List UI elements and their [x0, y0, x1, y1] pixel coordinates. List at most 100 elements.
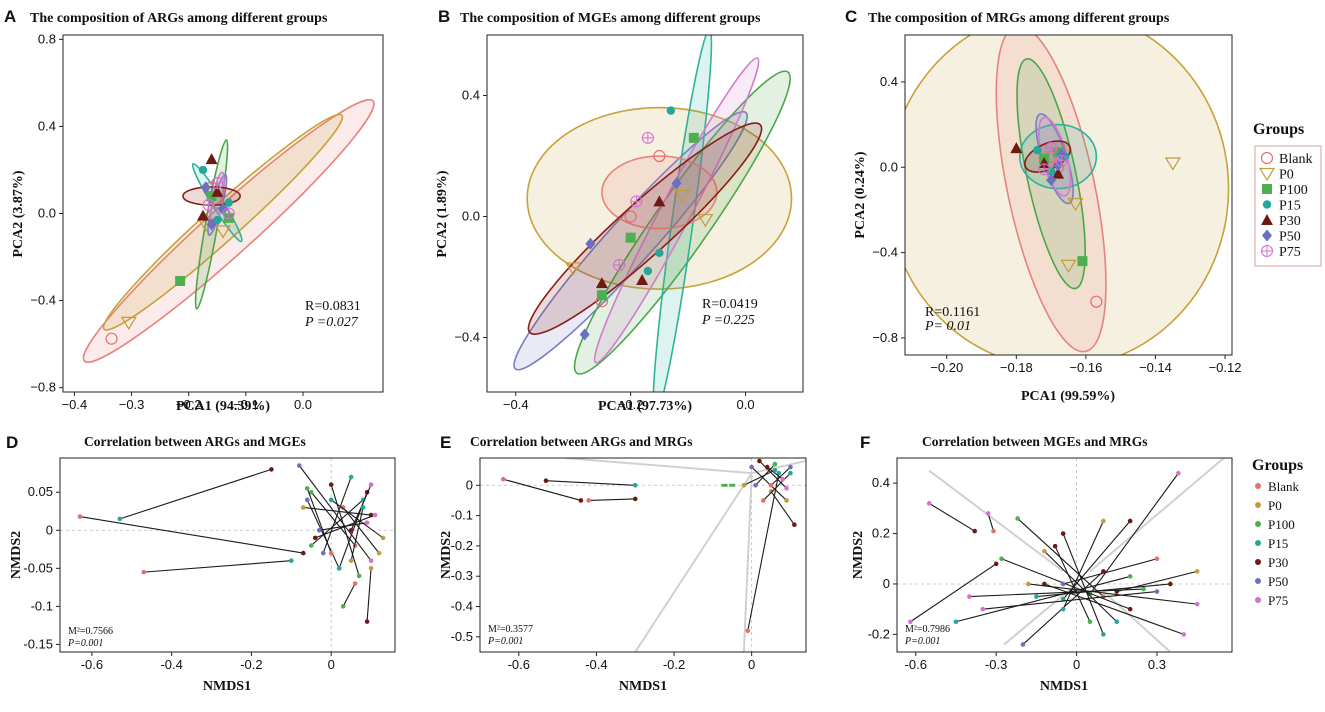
panel-C-xtick-label-3: −0.14	[1139, 360, 1172, 375]
panel-label-C: C	[845, 7, 857, 26]
panel-F-seg-end-6	[1060, 596, 1066, 602]
panel-E-seg-end-8	[753, 482, 758, 488]
panel-A-point-p75-20	[202, 198, 215, 211]
legend-bottom-dot-p100	[1255, 521, 1261, 527]
panel-E-seg-start-4	[768, 489, 774, 494]
panel-F-xtick-label-0: -0.6	[905, 657, 927, 672]
panel-F-segment-0	[910, 563, 997, 623]
panel-E-ytick-label-5: 0	[466, 477, 473, 492]
panel-D-segment-2	[143, 560, 292, 573]
panel-E-ytick-label-3: -0.2	[451, 538, 473, 553]
legend-bottom-label-p75: P75	[1268, 593, 1288, 608]
panel-D-seg-start-13	[352, 581, 358, 586]
panel-D-stat-0: M²=0.7566	[68, 626, 113, 637]
panel-C-point-p30-12	[1010, 142, 1023, 154]
panel-D-seg-start-11	[340, 505, 346, 510]
panel-F-seg-start-10	[1042, 548, 1047, 554]
panel-B-point-blank-1	[653, 149, 666, 163]
panel-E-seg-start-6	[757, 458, 762, 464]
panel-E-seg-start-11	[768, 482, 774, 488]
legend-bottom-label-p0: P0	[1268, 498, 1282, 513]
panel-A-point-p50-16	[206, 218, 217, 231]
panel-E-extra-point-0	[721, 483, 728, 487]
legend-top-label-p15: P15	[1279, 199, 1301, 214]
panel-A-point-p100-6	[175, 275, 186, 286]
plot-F: -0.6 -0.3 0 0.3 -0.2 0 0.2 0.4 NMDS1 NMDS2 M²=0.79…	[851, 457, 1233, 694]
panel-C-point-blank-0	[1090, 295, 1103, 308]
panel-D-header: D Correlation between ARGs and MGEs	[6, 433, 306, 452]
panel-F-segment-3	[1089, 472, 1179, 595]
panel-F-segment-15	[969, 588, 1144, 598]
panel-E-seg-start-3	[776, 470, 782, 476]
panel-E-guide-line-2	[634, 472, 753, 652]
panel-C-ylabel: PCA2 (0.24%)	[853, 151, 868, 238]
panel-label-F: F	[860, 433, 870, 452]
panel-F-seg-start-7	[953, 619, 959, 625]
panel-A-ytick-label-2: 0.0	[38, 206, 56, 221]
panel-F-seg-start-17	[1168, 581, 1173, 587]
panel-D-xtick-label-3: 0	[328, 657, 335, 672]
panel-C-point-p100-6	[1077, 256, 1088, 267]
panel-E-ytick-label-1: -0.4	[451, 599, 473, 614]
panel-A-ytick-label-1: −0.4	[30, 293, 56, 308]
panel-C-point-p50-17	[1056, 148, 1067, 161]
panel-F-seg-end-15	[1141, 586, 1146, 592]
panel-B-point-p75-18	[641, 131, 654, 144]
panel-label-A: A	[4, 7, 16, 26]
panel-D-seg-start-9	[372, 512, 378, 518]
panel-C-title: The composition of MRGs among different …	[868, 11, 1170, 26]
panel-D-seg-end-15	[364, 520, 370, 525]
panel-A-point-p15-10	[224, 198, 233, 207]
panel-A-stat-0: R=0.0831	[305, 299, 361, 314]
panel-D-seg-start-7	[348, 474, 354, 480]
panel-F-segment-19	[1054, 545, 1091, 622]
panel-F-seg-start-0	[908, 619, 913, 625]
panel-D-segment-0	[79, 516, 304, 554]
panel-C-stat-0: R=0.1161	[925, 305, 980, 320]
panel-E-segment-10	[743, 469, 776, 486]
panel-F-xtick-label-2: 0	[1073, 657, 1080, 672]
panel-D-xtick-label-2: -0.2	[240, 657, 262, 672]
panel-D-ytick-label-4: 0.05	[28, 484, 53, 499]
panel-D-seg-end-6	[356, 573, 362, 579]
panel-D-plot-area	[60, 458, 395, 652]
panel-C-point-p0-4	[1060, 259, 1077, 274]
panel-D-ytick-label-2: -0.05	[23, 560, 53, 575]
panel-C-ytick-label-2: 0.0	[880, 159, 898, 174]
panel-E-guide-line-1	[565, 458, 752, 475]
panel-F-segment-13	[1062, 533, 1104, 635]
panel-F-ytick-label-2: 0.2	[872, 526, 890, 541]
panel-D-seg-end-18	[328, 550, 334, 556]
panel-D-ytick-label-0: -0.15	[23, 636, 53, 651]
panel-F-segment-2	[987, 513, 995, 532]
panel-D-segment-12	[306, 499, 340, 569]
panel-D-xtick-label-1: -0.4	[160, 657, 182, 672]
panel-E-seg-end-2	[632, 496, 638, 502]
panel-E-frame	[479, 457, 807, 653]
panel-D-segment-10	[310, 499, 364, 546]
panel-D-seg-end-11	[376, 550, 382, 556]
panel-F-segment-7	[955, 575, 1131, 623]
panel-C-header: C The composition of MRGs among differen…	[845, 7, 1170, 26]
panel-A-point-blank-2	[211, 196, 224, 209]
panel-D-title: Correlation between ARGs and MGEs	[84, 434, 306, 449]
panel-E-ytick-label-4: -0.1	[451, 508, 473, 523]
panel-B-point-p50-17	[585, 237, 596, 250]
legend-bottom-dot-p75	[1255, 597, 1261, 603]
panel-E-segment-11	[770, 466, 791, 486]
panel-B-xlabel: PCA1 (97.73%)	[598, 399, 692, 414]
panel-C-xtick-label-2: −0.16	[1069, 360, 1102, 375]
panel-E-segment-4	[770, 491, 795, 526]
panel-D-seg-start-6	[328, 482, 334, 487]
panel-F-guide-line-0	[928, 469, 1064, 573]
panel-F-seg-end-7	[1127, 574, 1133, 579]
panel-D-segment-1	[119, 468, 272, 520]
panel-F-stat-0: M²=0.7986	[905, 624, 950, 635]
panel-E-seg-start-0	[500, 476, 506, 482]
panel-E-seg-start-10	[741, 482, 747, 488]
panel-D-seg-end-9	[312, 535, 318, 541]
legend-top-title: Groups	[1253, 121, 1304, 138]
panel-D-seg-start-14	[368, 566, 374, 571]
panel-C-stat-1: P= 0.01	[924, 319, 971, 334]
legend-top-label-p0: P0	[1279, 168, 1294, 183]
